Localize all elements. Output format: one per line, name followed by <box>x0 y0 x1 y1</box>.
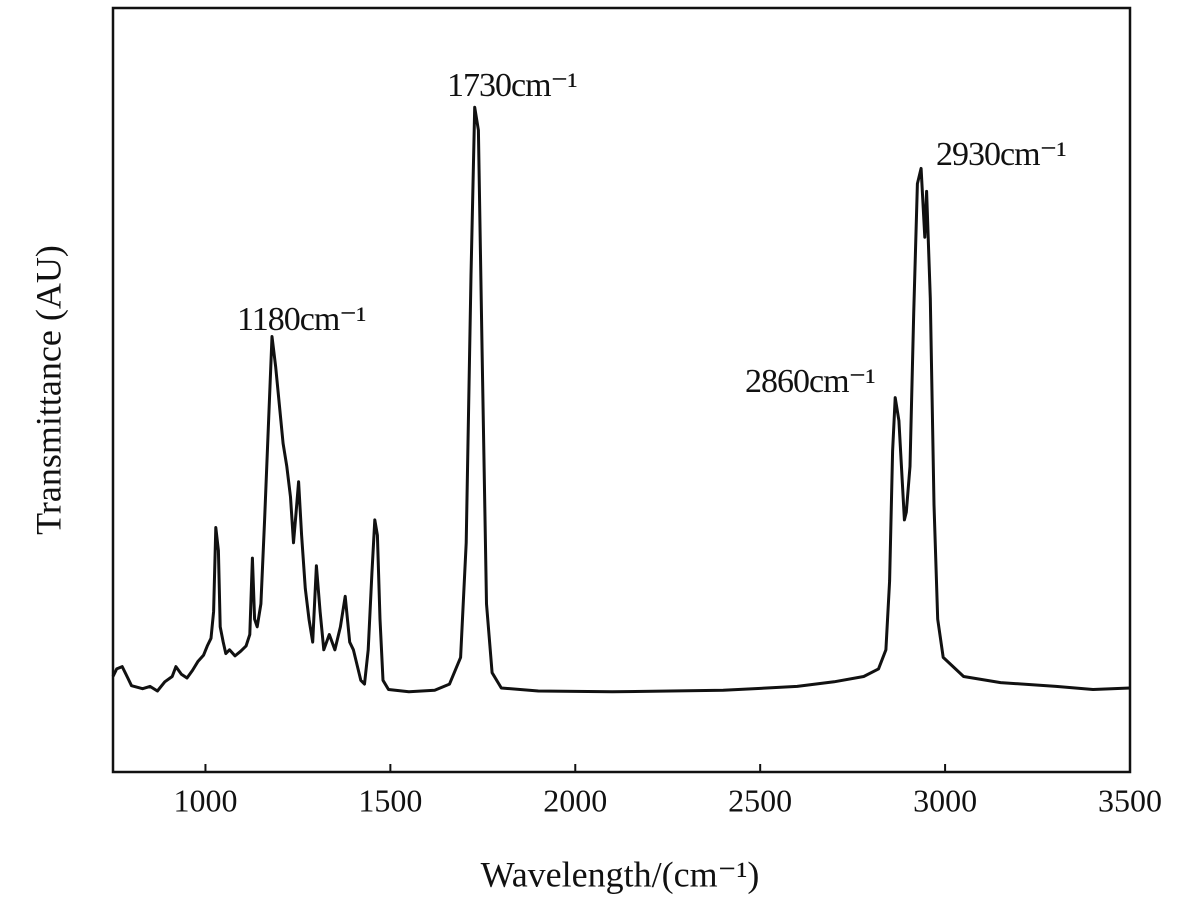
peak-annotation: 1180cm⁻¹ <box>237 301 365 338</box>
peak-annotation: 1730cm⁻¹ <box>447 67 577 104</box>
spectrum-line <box>111 105 1131 694</box>
peak-annotation: 2860cm⁻¹ <box>745 363 875 400</box>
x-tick-label: 1000 <box>173 782 237 818</box>
y-axis-label: Transmittance (AU) <box>28 245 68 535</box>
x-axis-label: Wavelength/(cm⁻¹) <box>481 854 760 894</box>
peak-annotation: 2930cm⁻¹ <box>936 136 1066 173</box>
plot-frame <box>111 6 1132 774</box>
x-tick-label: 3500 <box>1098 782 1162 818</box>
x-tick-label: 2000 <box>543 782 607 818</box>
x-tick-label: 1500 <box>358 782 422 818</box>
x-tick-label: 3000 <box>913 782 977 818</box>
x-tick-label: 2500 <box>728 782 792 818</box>
